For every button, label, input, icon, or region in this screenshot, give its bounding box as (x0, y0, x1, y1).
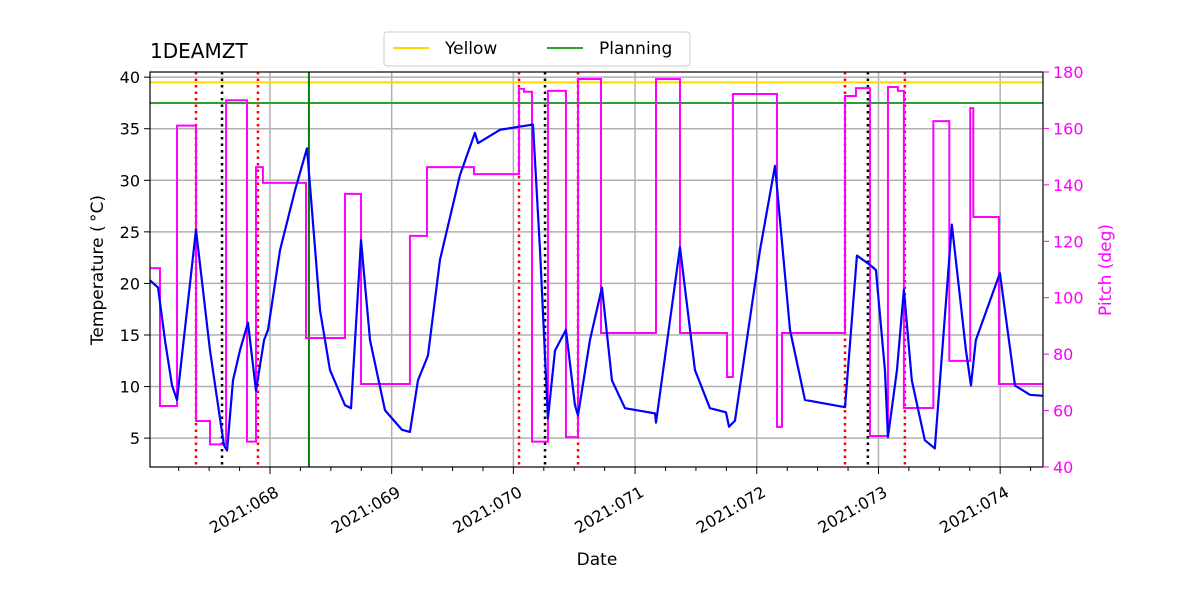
series (149, 78, 1044, 452)
y-tick-label: 30 (120, 171, 140, 190)
y-tick-label: 25 (120, 223, 140, 242)
x-tick-label: 2021:068 (206, 482, 282, 537)
event-lines (194, 72, 907, 467)
legend-label-planning: Planning (599, 39, 672, 59)
y2-tick-label: 60 (1053, 402, 1073, 421)
y2-tick-label: 80 (1053, 345, 1073, 364)
y-tick-label: 10 (120, 378, 140, 397)
legend: Yellow Planning (383, 31, 691, 67)
x-tick-label: 2021:070 (449, 482, 525, 537)
y2-tick-label: 140 (1053, 176, 1084, 195)
legend-label-yellow: Yellow (444, 39, 497, 59)
x-axis-label: Date (577, 550, 618, 570)
x-tick-label: 2021:073 (815, 482, 891, 537)
x-tick-label: 2021:071 (571, 482, 647, 537)
y2-tick-label: 100 (1053, 289, 1084, 308)
pitch-line (150, 78, 1043, 446)
y-tick-label: 15 (120, 326, 140, 345)
y-axis-label: Temperature ( °C) (88, 195, 108, 346)
y-tick-label: 35 (120, 120, 140, 139)
x-tick-label: 2021:074 (936, 482, 1012, 537)
grid (150, 72, 1043, 467)
y2-tick-label: 40 (1053, 458, 1073, 477)
y2-tick-label: 120 (1053, 232, 1084, 251)
y-tick-label: 40 (120, 68, 140, 87)
chart-title: 1DEAMZT (150, 39, 248, 63)
x-tick-label: 2021:072 (693, 482, 769, 537)
y-tick-label: 5 (130, 429, 140, 448)
plot-frame (149, 71, 1044, 468)
temperature-line (149, 123, 1044, 452)
y2-axis-label: Pitch (deg) (1096, 224, 1116, 316)
x-tick-label: 2021:069 (328, 482, 404, 537)
y2-tick-label: 160 (1053, 119, 1084, 138)
y-tick-label: 20 (120, 274, 140, 293)
limit-lines (150, 81, 1043, 104)
y2-tick-label: 180 (1053, 63, 1084, 82)
